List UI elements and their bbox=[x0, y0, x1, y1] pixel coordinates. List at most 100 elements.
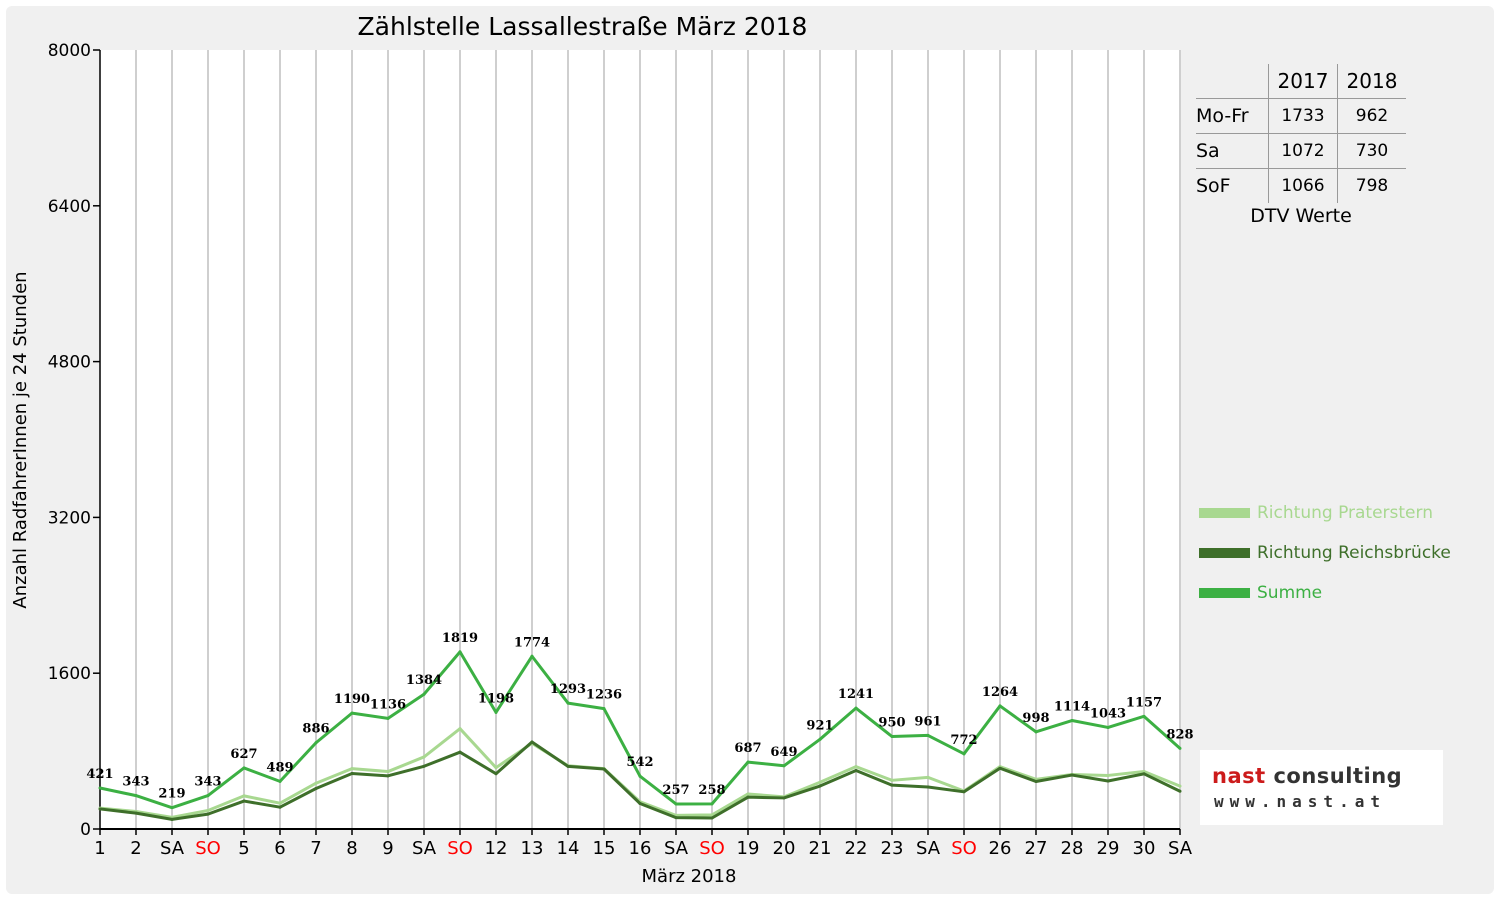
legend-label: Summe bbox=[1257, 583, 1323, 603]
data-point-summe bbox=[350, 711, 354, 715]
data-label: 921 bbox=[806, 718, 833, 733]
data-point-praterstern bbox=[1106, 773, 1110, 777]
legend-label: Richtung Reichsbrücke bbox=[1257, 543, 1451, 563]
legend-item-praterstern[interactable]: Richtung Praterstern bbox=[1199, 493, 1451, 533]
data-point-summe bbox=[674, 802, 678, 806]
data-label: 421 bbox=[86, 767, 113, 782]
data-point-reichsbruecke bbox=[494, 772, 498, 776]
data-point-reichsbruecke bbox=[926, 785, 930, 789]
dtv-cell: 1733 bbox=[1268, 98, 1338, 134]
data-point-reichsbruecke bbox=[998, 766, 1002, 770]
x-tick-label: SA bbox=[412, 838, 437, 859]
data-point-summe bbox=[1106, 725, 1110, 729]
data-point-summe bbox=[1070, 719, 1074, 723]
dtv-header-2017: 2017 bbox=[1268, 64, 1338, 99]
data-label: 542 bbox=[626, 755, 653, 770]
x-tick-label: 13 bbox=[521, 838, 544, 859]
data-label: 1198 bbox=[478, 691, 514, 706]
data-label: 257 bbox=[662, 783, 689, 798]
data-point-praterstern bbox=[458, 727, 462, 731]
x-tick-label: SO bbox=[699, 838, 725, 859]
x-tick-label: 8 bbox=[346, 838, 357, 859]
data-point-praterstern bbox=[422, 755, 426, 759]
data-point-summe bbox=[422, 692, 426, 696]
data-point-praterstern bbox=[710, 813, 714, 817]
dtv-caption: DTV Werte bbox=[1250, 205, 1352, 227]
data-point-reichsbruecke bbox=[638, 801, 642, 805]
x-tick-label: 20 bbox=[773, 838, 796, 859]
data-point-reichsbruecke bbox=[1142, 772, 1146, 776]
x-tick-label: 9 bbox=[382, 838, 393, 859]
data-point-summe bbox=[170, 806, 174, 810]
dtv-table: 2017 2018 Mo-Fr 1733 962 Sa 1072 730 SoF… bbox=[1196, 64, 1406, 227]
data-label: 998 bbox=[1022, 711, 1049, 726]
data-point-reichsbruecke bbox=[854, 768, 858, 772]
data-point-reichsbruecke bbox=[1106, 779, 1110, 783]
x-tick-label: SA bbox=[916, 838, 941, 859]
y-tick-label: 3200 bbox=[48, 508, 91, 528]
data-label: 1236 bbox=[586, 688, 622, 703]
x-tick-label: 21 bbox=[809, 838, 832, 859]
x-tick-label: 23 bbox=[881, 838, 904, 859]
dtv-row-label: Mo-Fr bbox=[1196, 98, 1269, 134]
data-label: 1264 bbox=[982, 685, 1018, 700]
x-tick-label: 5 bbox=[238, 838, 249, 859]
x-tick-label: 1 bbox=[94, 838, 105, 859]
data-point-praterstern bbox=[854, 765, 858, 769]
chart-legend: Richtung Praterstern Richtung Reichsbrüc… bbox=[1199, 493, 1451, 613]
data-point-reichsbruecke bbox=[890, 783, 894, 787]
data-point-reichsbruecke bbox=[746, 795, 750, 799]
data-label: 1114 bbox=[1054, 700, 1090, 715]
data-label: 258 bbox=[698, 783, 725, 798]
data-point-praterstern bbox=[278, 801, 282, 805]
data-point-summe bbox=[1034, 730, 1038, 734]
data-point-praterstern bbox=[890, 778, 894, 782]
data-point-praterstern bbox=[386, 770, 390, 774]
y-tick-label: 4800 bbox=[48, 353, 91, 373]
x-tick-label: 16 bbox=[629, 838, 652, 859]
y-tick-label: 1600 bbox=[48, 664, 91, 684]
data-point-summe bbox=[134, 794, 138, 798]
data-point-reichsbruecke bbox=[818, 784, 822, 788]
data-label: 219 bbox=[158, 787, 185, 802]
legend-item-summe[interactable]: Summe bbox=[1199, 573, 1451, 613]
data-label: 343 bbox=[122, 775, 149, 790]
x-tick-label: 22 bbox=[845, 838, 868, 859]
data-label: 649 bbox=[770, 745, 797, 760]
legend-item-reichsbruecke[interactable]: Richtung Reichsbrücke bbox=[1199, 533, 1451, 573]
data-label: 1384 bbox=[406, 673, 442, 688]
data-label: 1136 bbox=[370, 697, 406, 712]
data-label: 1043 bbox=[1090, 706, 1126, 721]
data-label: 772 bbox=[950, 733, 977, 748]
data-label: 687 bbox=[734, 741, 761, 756]
nast-consulting-logo: nast consulting www.nast.at bbox=[1200, 750, 1443, 825]
data-point-praterstern bbox=[1142, 770, 1146, 774]
data-point-praterstern bbox=[1178, 784, 1182, 788]
y-axis-title: Anzahl RadfahrerInnen je 24 Stunden bbox=[10, 271, 31, 608]
data-point-praterstern bbox=[926, 775, 930, 779]
x-tick-label: 28 bbox=[1061, 838, 1084, 859]
x-tick-label: SA bbox=[1168, 838, 1193, 859]
data-point-reichsbruecke bbox=[530, 740, 534, 744]
x-tick-label: 14 bbox=[557, 838, 580, 859]
data-point-summe bbox=[998, 704, 1002, 708]
data-point-summe bbox=[458, 650, 462, 654]
y-tick-label: 6400 bbox=[48, 197, 91, 217]
dtv-cell: 730 bbox=[1337, 133, 1406, 169]
data-label: 343 bbox=[194, 775, 221, 790]
x-tick-label: 29 bbox=[1097, 838, 1120, 859]
data-label: 1819 bbox=[442, 631, 478, 646]
dtv-cell: 1072 bbox=[1268, 133, 1338, 169]
x-tick-label: SA bbox=[664, 838, 689, 859]
y-tick-label: 0 bbox=[80, 820, 91, 840]
data-label: 1241 bbox=[838, 687, 874, 702]
data-point-summe bbox=[854, 706, 858, 710]
x-tick-label: SO bbox=[195, 838, 221, 859]
data-point-reichsbruecke bbox=[314, 786, 318, 790]
data-point-summe bbox=[818, 737, 822, 741]
data-point-summe bbox=[746, 760, 750, 764]
data-point-summe bbox=[98, 786, 102, 790]
data-point-summe bbox=[206, 794, 210, 798]
x-tick-label: 30 bbox=[1133, 838, 1156, 859]
data-point-praterstern bbox=[206, 808, 210, 812]
